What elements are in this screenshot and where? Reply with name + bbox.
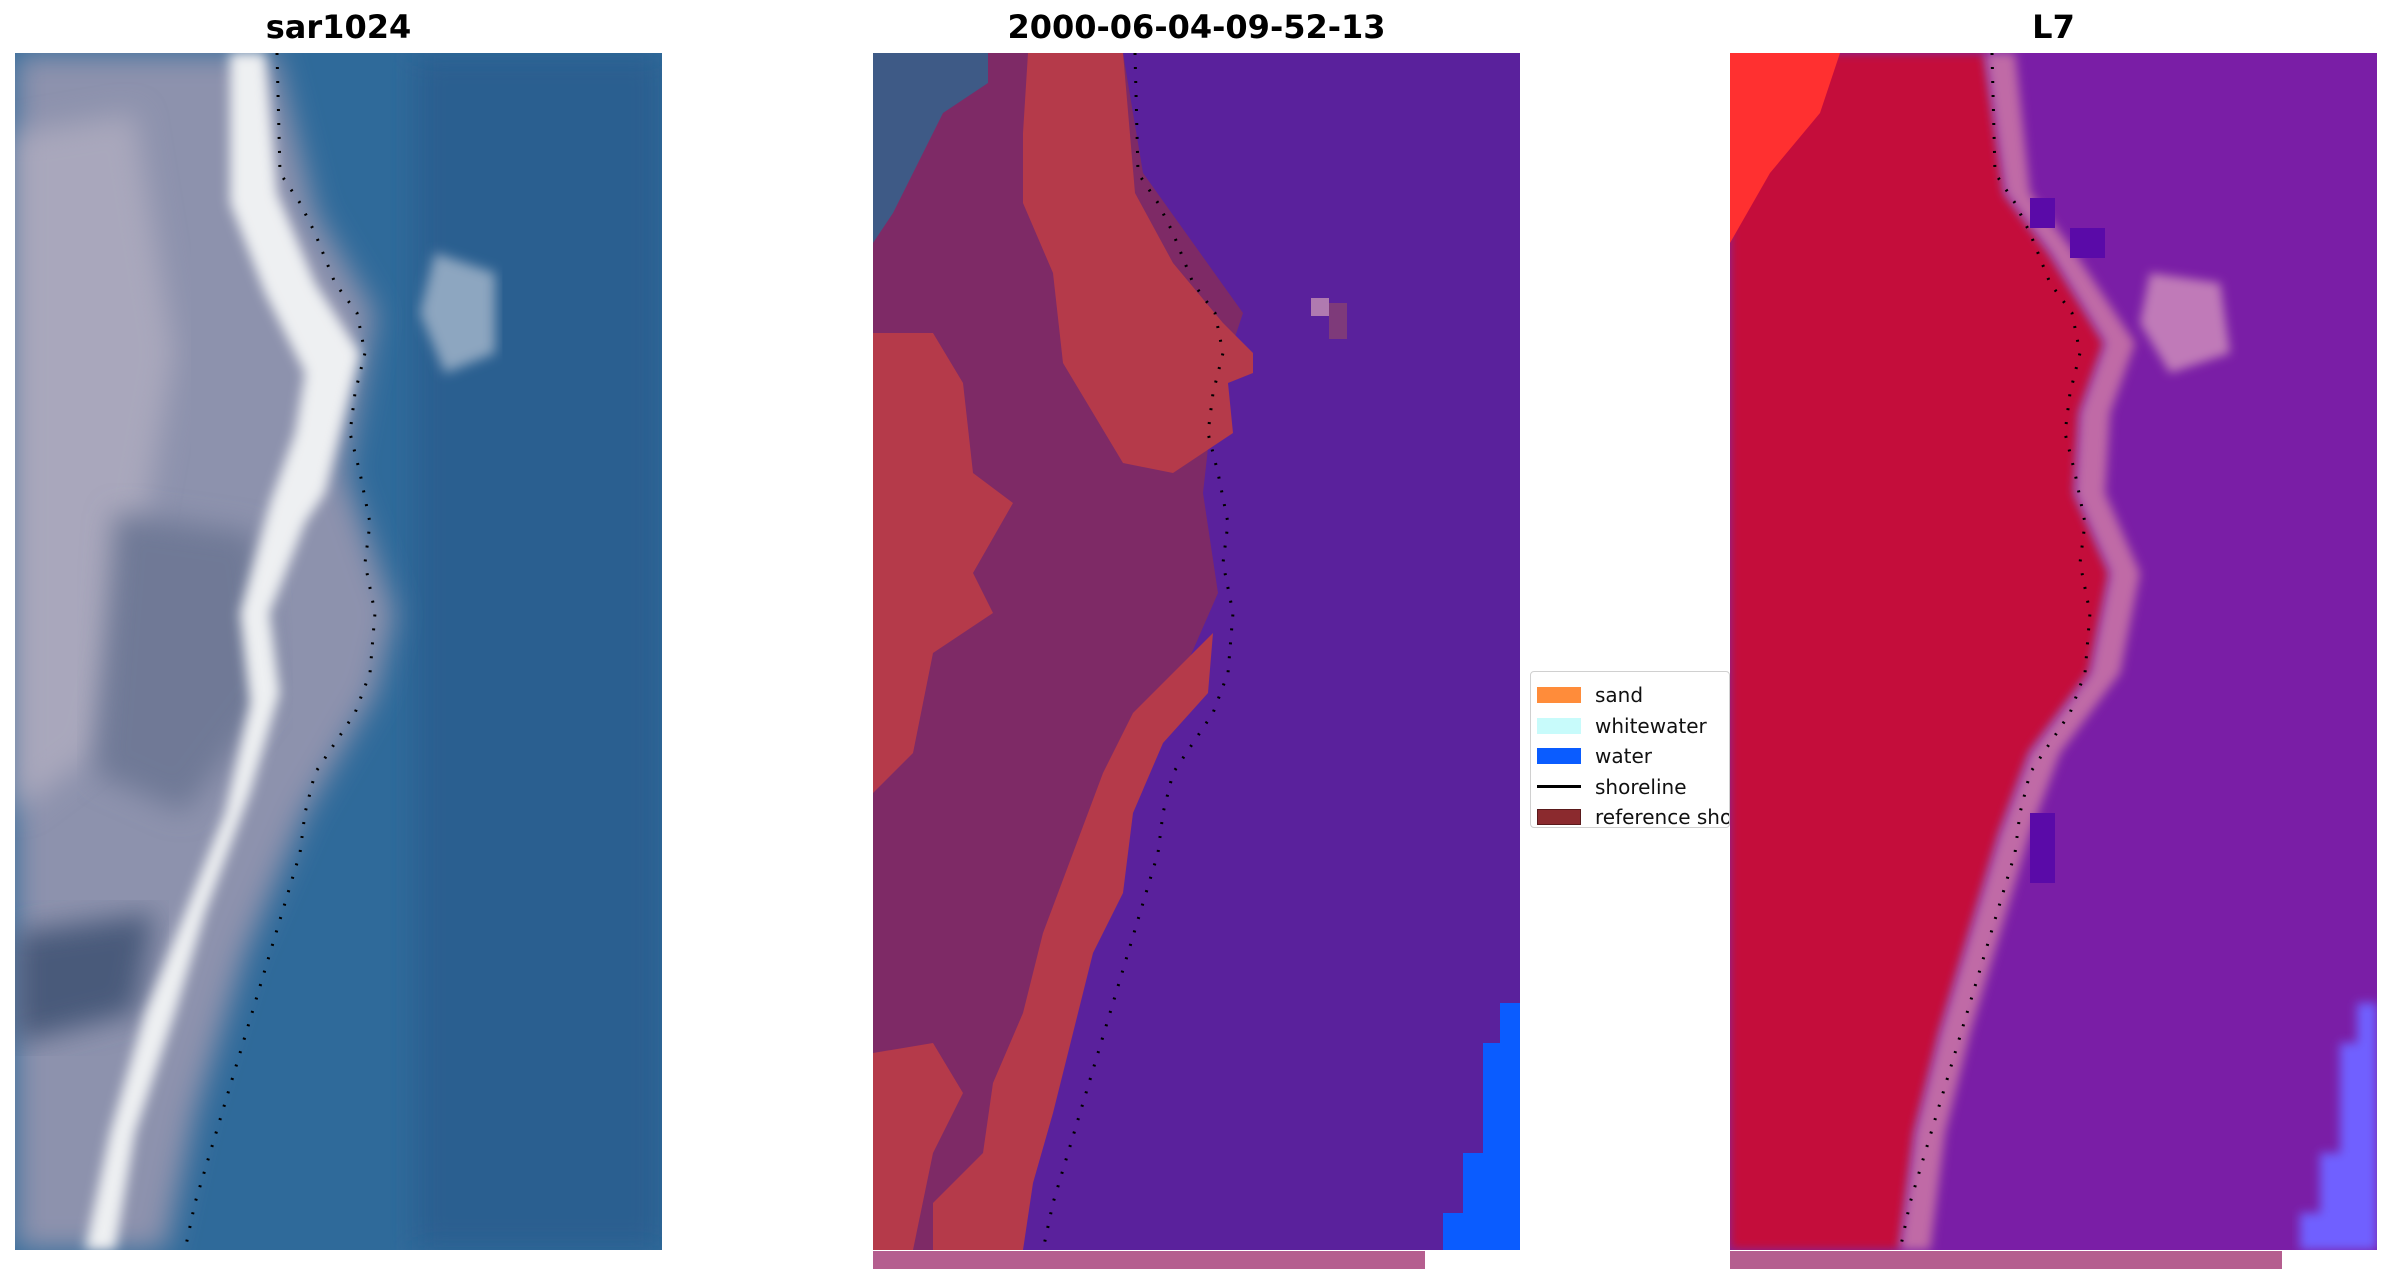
legend-swatch-reference-shoreline xyxy=(1537,809,1581,826)
legend-label: whitewater xyxy=(1595,713,1707,738)
legend-item-reference-shoreline: reference shoreline xyxy=(1537,802,1729,828)
panel-title-classified: 2000-06-04-09-52-13 xyxy=(1007,8,1386,46)
legend: sand whitewater water shoreline referenc… xyxy=(1530,671,1730,828)
panel-title-false-color: L7 xyxy=(2032,8,2075,46)
legend-item-sand: sand xyxy=(1537,680,1729,711)
panel-title-rgb: sar1024 xyxy=(265,8,412,46)
rgb-satellite-image xyxy=(15,53,662,1250)
legend-label: reference shoreline xyxy=(1595,805,1729,828)
legend-item-whitewater: whitewater xyxy=(1537,711,1729,742)
legend-line-shoreline xyxy=(1537,785,1581,789)
false-color-image xyxy=(1730,53,2377,1250)
legend-label: sand xyxy=(1595,683,1644,708)
legend-item-water: water xyxy=(1537,741,1729,772)
legend-label: shoreline xyxy=(1595,774,1687,799)
reference-bar-false-color xyxy=(1730,1251,2282,1269)
legend-swatch-whitewater xyxy=(1537,717,1581,734)
legend-swatch-water xyxy=(1537,748,1581,765)
legend-item-shoreline: shoreline xyxy=(1537,772,1729,803)
legend-label: water xyxy=(1595,744,1652,769)
reference-bar-classified xyxy=(873,1251,1425,1269)
legend-swatch-sand xyxy=(1537,687,1581,704)
classified-image xyxy=(873,53,1520,1250)
